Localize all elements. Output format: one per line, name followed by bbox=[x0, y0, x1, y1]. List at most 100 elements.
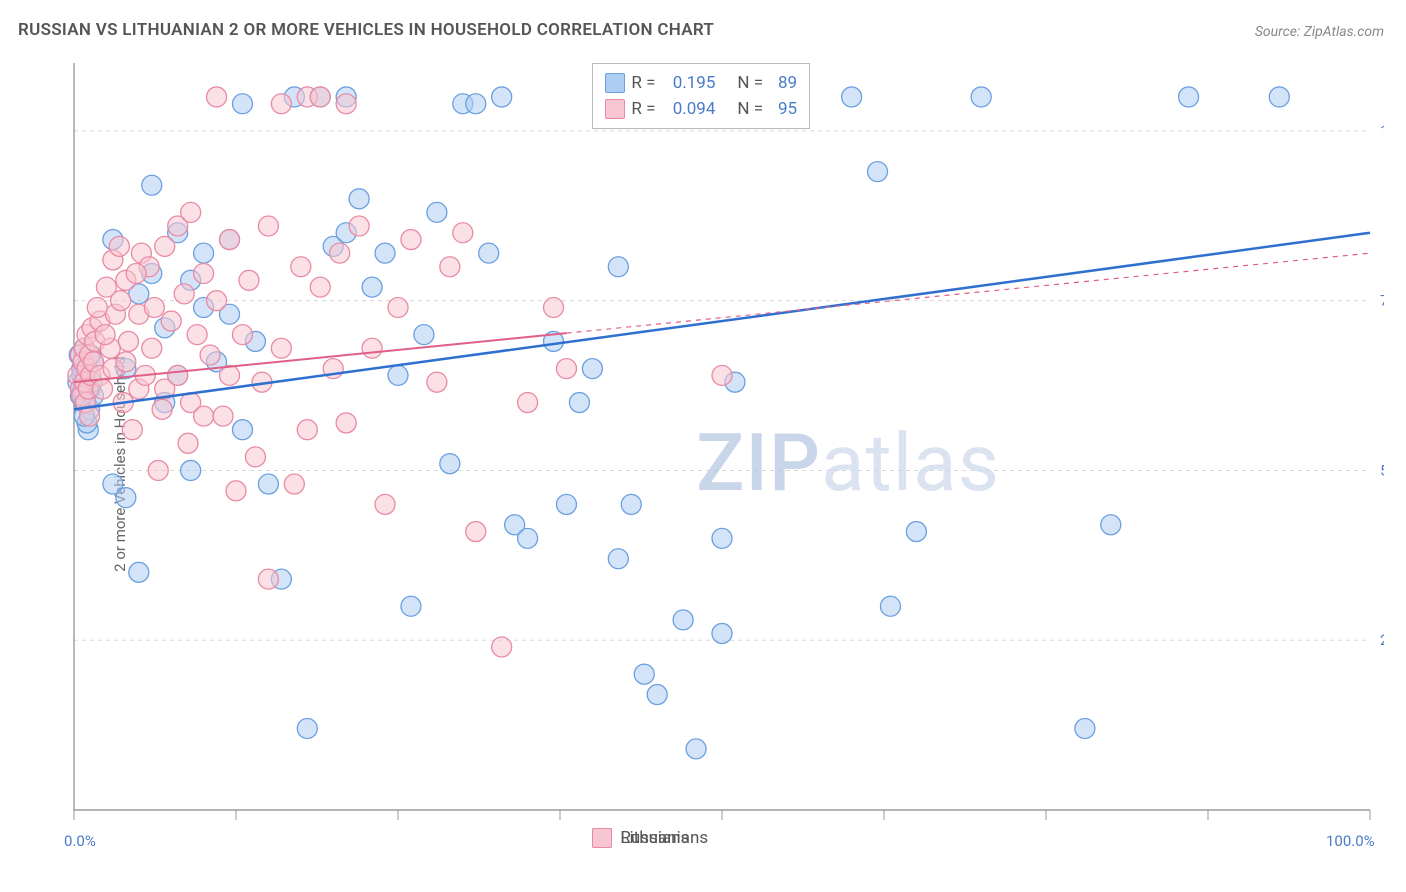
data-point bbox=[466, 522, 486, 542]
data-point bbox=[1269, 87, 1289, 107]
data-point bbox=[427, 202, 447, 222]
legend-swatch bbox=[605, 73, 625, 93]
data-point bbox=[401, 596, 421, 616]
scatter-plot: 25.0% 50.0% 75.0% 100.0% bbox=[18, 55, 1384, 872]
data-point bbox=[868, 162, 888, 182]
data-point bbox=[556, 359, 576, 379]
data-point bbox=[168, 365, 188, 385]
source-attribution: Source: ZipAtlas.com bbox=[1255, 24, 1384, 40]
r-label: R = bbox=[631, 99, 655, 119]
data-point bbox=[122, 420, 142, 440]
data-point bbox=[479, 243, 499, 263]
data-point bbox=[178, 433, 198, 453]
r-value: 0.094 bbox=[661, 99, 715, 119]
data-point bbox=[362, 338, 382, 358]
y-tick-label: 75.0% bbox=[1380, 292, 1384, 310]
data-point bbox=[647, 685, 667, 705]
data-point bbox=[349, 216, 369, 236]
data-point bbox=[349, 189, 369, 209]
data-point bbox=[582, 359, 602, 379]
data-point bbox=[142, 338, 162, 358]
data-point bbox=[129, 562, 149, 582]
data-point bbox=[271, 94, 291, 114]
n-label: N = bbox=[737, 99, 763, 119]
data-point bbox=[556, 494, 576, 514]
data-point bbox=[388, 365, 408, 385]
data-point bbox=[174, 284, 194, 304]
n-value: 95 bbox=[769, 99, 797, 119]
data-point bbox=[181, 460, 201, 480]
data-point bbox=[181, 202, 201, 222]
data-point bbox=[401, 230, 421, 250]
data-point bbox=[118, 331, 138, 351]
data-point bbox=[440, 454, 460, 474]
data-point bbox=[142, 175, 162, 195]
data-point bbox=[258, 569, 278, 589]
data-point bbox=[126, 264, 146, 284]
data-point bbox=[414, 325, 434, 345]
data-point bbox=[111, 291, 131, 311]
data-point bbox=[518, 528, 538, 548]
data-point bbox=[518, 393, 538, 413]
data-point bbox=[362, 277, 382, 297]
data-point bbox=[155, 236, 175, 256]
data-point bbox=[544, 297, 564, 317]
data-point bbox=[187, 325, 207, 345]
data-point bbox=[673, 610, 693, 630]
data-point bbox=[245, 447, 265, 467]
data-point bbox=[93, 379, 113, 399]
data-point bbox=[492, 637, 512, 657]
data-point bbox=[608, 257, 628, 277]
data-point bbox=[453, 223, 473, 243]
data-point bbox=[207, 87, 227, 107]
data-point bbox=[239, 270, 259, 290]
data-point bbox=[291, 257, 311, 277]
data-point bbox=[906, 522, 926, 542]
data-point bbox=[621, 494, 641, 514]
data-point bbox=[232, 325, 252, 345]
chart-title: RUSSIAN VS LITHUANIAN 2 OR MORE VEHICLES… bbox=[18, 20, 714, 40]
data-point bbox=[271, 338, 291, 358]
data-point bbox=[634, 664, 654, 684]
data-point bbox=[712, 365, 732, 385]
data-point bbox=[95, 325, 115, 345]
data-point bbox=[466, 94, 486, 114]
data-point bbox=[144, 297, 164, 317]
legend-item: Lithuanians bbox=[592, 828, 708, 848]
data-point bbox=[569, 393, 589, 413]
data-point bbox=[336, 94, 356, 114]
data-point bbox=[686, 739, 706, 759]
stats-legend-box: R =0.195N =89R =0.094N =95 bbox=[592, 63, 810, 129]
data-point bbox=[152, 399, 172, 419]
data-point bbox=[258, 216, 278, 236]
x-axis-max-label: 100.0% bbox=[1326, 832, 1375, 850]
stats-row: R = 0.094 N = 95 bbox=[605, 96, 797, 122]
data-point bbox=[194, 243, 214, 263]
data-point bbox=[842, 87, 862, 107]
data-point bbox=[232, 420, 252, 440]
n-label: N = bbox=[737, 73, 763, 93]
data-point bbox=[297, 719, 317, 739]
data-point bbox=[194, 406, 214, 426]
data-point bbox=[200, 345, 220, 365]
data-point bbox=[712, 623, 732, 643]
data-point bbox=[232, 94, 252, 114]
data-point bbox=[297, 420, 317, 440]
data-point bbox=[971, 87, 991, 107]
data-point bbox=[194, 264, 214, 284]
data-point bbox=[226, 481, 246, 501]
data-point bbox=[375, 243, 395, 263]
y-tick-label: 25.0% bbox=[1380, 631, 1384, 649]
data-point bbox=[330, 243, 350, 263]
data-point bbox=[608, 549, 628, 569]
data-point bbox=[220, 230, 240, 250]
legend-swatch bbox=[592, 828, 612, 848]
data-point bbox=[87, 297, 107, 317]
y-tick-label: 50.0% bbox=[1380, 461, 1384, 479]
data-point bbox=[1101, 515, 1121, 535]
data-point bbox=[116, 352, 136, 372]
r-label: R = bbox=[631, 73, 655, 93]
data-point bbox=[336, 413, 356, 433]
data-point bbox=[284, 474, 304, 494]
data-point bbox=[440, 257, 460, 277]
